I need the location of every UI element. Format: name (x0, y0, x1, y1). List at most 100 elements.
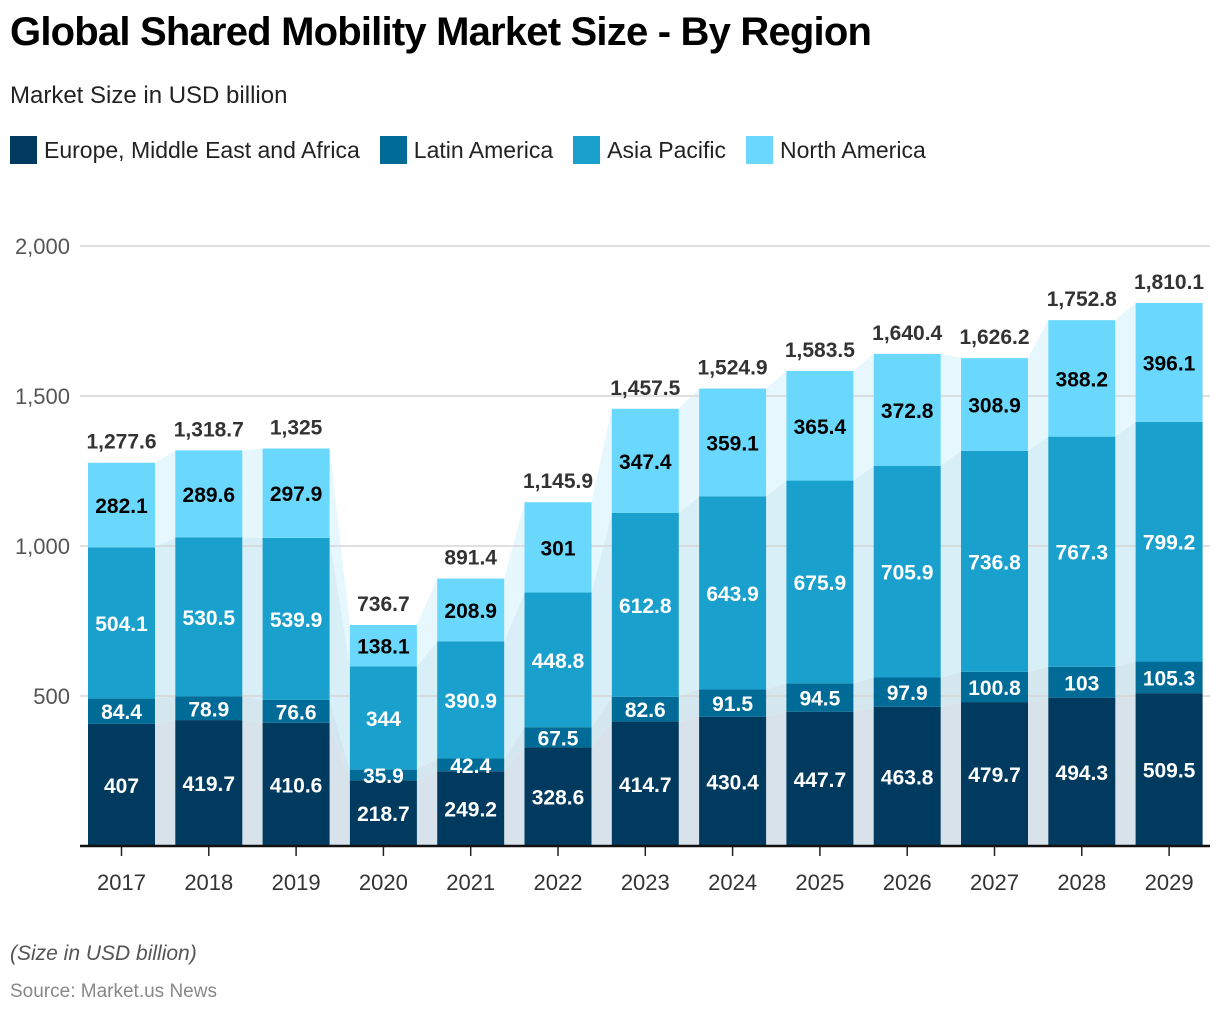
segment-label: 78.9 (188, 698, 229, 721)
bar-segment[interactable] (1048, 320, 1116, 437)
segment-label: 103 (1064, 672, 1099, 695)
bar-segment[interactable] (873, 353, 941, 466)
bar-segment[interactable] (437, 758, 505, 772)
legend-label-north-america: North America (780, 136, 926, 163)
legend-item-asia-pacific[interactable]: Asia Pacific (573, 136, 726, 164)
segment-label: 289.6 (183, 484, 236, 507)
segment-label: 705.9 (881, 562, 934, 585)
connector-bands (155, 302, 1136, 846)
total-label: 1,583.5 (785, 339, 855, 362)
bar-segment[interactable] (175, 720, 243, 846)
connector-band (591, 721, 612, 846)
bar-segment[interactable] (88, 698, 155, 724)
segment-label: 282.1 (95, 495, 148, 518)
data-labels: 407 84.4 504.1 282.1 1,277.6 419.7 78.9 530.5 28… (86, 271, 1204, 826)
connector-band (1115, 661, 1136, 698)
bar-segment[interactable] (1135, 661, 1203, 694)
bar-segment[interactable] (786, 480, 854, 684)
bar-segment[interactable] (175, 450, 243, 538)
segment-label: 504.1 (95, 613, 148, 636)
connector-band (329, 537, 350, 770)
connector-band (329, 448, 350, 667)
segment-label: 218.7 (357, 803, 410, 826)
bar-segment[interactable] (262, 448, 330, 538)
segment-label: 82.6 (625, 699, 666, 722)
bar-segment[interactable] (961, 702, 1028, 846)
connector-band (766, 683, 787, 717)
total-label: 1,325 (270, 417, 323, 440)
bar-segment[interactable] (961, 450, 1028, 672)
total-label: 891.4 (444, 547, 497, 570)
bar-segment[interactable] (961, 358, 1028, 451)
x-tick-label: 2029 (1145, 870, 1194, 895)
connector-band (504, 502, 525, 642)
bar-segment[interactable] (88, 723, 155, 846)
segment-label: 419.7 (183, 773, 236, 796)
bar-segment[interactable] (1135, 421, 1203, 662)
bar-segment[interactable] (437, 771, 505, 846)
bar-segment[interactable] (437, 578, 505, 642)
bar-segment[interactable] (611, 721, 679, 846)
bar-segment[interactable] (1048, 436, 1116, 667)
bar-segment[interactable] (1048, 697, 1116, 846)
x-tick-label: 2018 (184, 870, 233, 895)
bar-segment[interactable] (786, 370, 854, 481)
bar-segment[interactable] (349, 666, 417, 770)
connector-band (416, 578, 438, 667)
bar-segment[interactable] (88, 462, 155, 548)
segment-label: 479.7 (968, 764, 1021, 787)
connector-band (853, 353, 874, 481)
legend-label-emea: Europe, Middle East and Africa (44, 136, 360, 163)
x-tick-label: 2028 (1057, 870, 1106, 895)
segment-label: 35.9 (363, 765, 404, 788)
bar-segment[interactable] (961, 671, 1028, 703)
bar-segment[interactable] (524, 747, 592, 846)
bar-segment[interactable] (699, 716, 767, 846)
bar-segment[interactable] (175, 696, 243, 721)
segment-label: 94.5 (799, 688, 840, 711)
bar-segment[interactable] (873, 465, 941, 678)
bar-segment[interactable] (524, 592, 592, 728)
bar-segment[interactable] (349, 624, 417, 667)
connector-band (155, 450, 176, 548)
x-tick-label: 2020 (359, 870, 408, 895)
bar-segment[interactable] (873, 706, 941, 846)
segment-label: 91.5 (712, 693, 753, 716)
bar-segment[interactable] (611, 408, 679, 513)
x-tick-label: 2022 (534, 870, 583, 895)
bar-segment[interactable] (349, 780, 417, 846)
connector-band (766, 480, 787, 690)
bar-segment[interactable] (88, 547, 155, 699)
bar-segment[interactable] (437, 641, 505, 759)
bar-segment[interactable] (611, 512, 679, 697)
y-tick-label: 1,500 (15, 384, 70, 409)
bar-segment[interactable] (524, 727, 592, 748)
segment-label: 767.3 (1056, 542, 1109, 565)
bar-segment[interactable] (1048, 666, 1116, 698)
bar-segment[interactable] (524, 502, 592, 593)
connector-band (504, 592, 525, 759)
bar-segment[interactable] (699, 689, 767, 717)
segment-label: 430.4 (706, 771, 759, 794)
bar-segment[interactable] (611, 696, 679, 722)
segment-label: 308.9 (968, 394, 1021, 417)
bar-segment[interactable] (699, 496, 767, 690)
bar-segment[interactable] (786, 711, 854, 846)
total-label: 1,626.2 (959, 326, 1029, 349)
bar-segment[interactable] (175, 537, 243, 697)
bar-segment[interactable] (699, 388, 767, 497)
bar-segment[interactable] (349, 769, 417, 781)
legend-item-emea[interactable]: Europe, Middle East and Africa (10, 136, 360, 164)
bar-segment[interactable] (262, 537, 330, 700)
legend-item-north-america[interactable]: North America (746, 136, 926, 164)
legend-item-latin-america[interactable]: Latin America (379, 136, 553, 164)
total-label: 736.7 (357, 593, 410, 616)
bar-segment[interactable] (1135, 693, 1203, 846)
bar-segment[interactable] (873, 677, 941, 707)
bar-segment[interactable] (262, 722, 330, 846)
segment-label: 359.1 (706, 432, 759, 455)
bar-segment[interactable] (786, 683, 854, 712)
bar-segment[interactable] (1135, 302, 1203, 422)
bar-segment[interactable] (262, 699, 330, 723)
total-label: 1,277.6 (86, 431, 156, 454)
